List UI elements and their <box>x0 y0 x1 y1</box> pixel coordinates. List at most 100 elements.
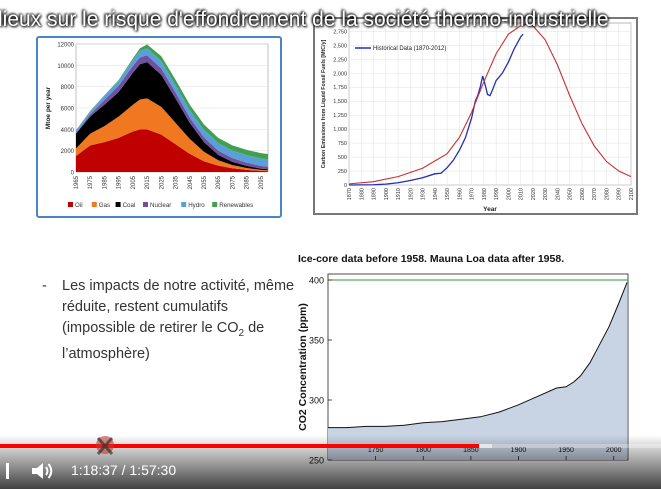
x-tick-label: 1890 <box>372 188 378 200</box>
x-tick-label: 1930 <box>421 188 427 200</box>
series-line-1 <box>348 23 632 185</box>
legend-swatch-renewables <box>212 202 218 207</box>
x-tick-label: 2000 <box>506 188 512 200</box>
co2-concentration-chart: Ice-core data before 1958. Mauna Loa dat… <box>290 248 642 468</box>
y-tick-label: 2,750 <box>333 29 347 35</box>
legend-label-renewables: Renewables <box>219 202 253 209</box>
y-tick-label: 0 <box>71 171 75 177</box>
y-tick-label: 300 <box>309 396 324 406</box>
x-tick-label: 2030 <box>543 188 549 200</box>
x-tick-label: 1975 <box>88 175 94 189</box>
y-tick-label: 10000 <box>57 64 74 70</box>
slide-title: lieux sur le risque d'effondrement de la… <box>0 8 609 31</box>
y-tick-label: 1,250 <box>333 113 347 119</box>
x-tick-label: 2095 <box>259 175 265 189</box>
y-axis-label: Carbon Emissions from Liquid Fossil Fuel… <box>321 39 327 168</box>
x-tick-label: 2060 <box>580 188 586 200</box>
y-tick-label: 1,000 <box>333 127 347 133</box>
x-tick-label: 2010 <box>519 188 525 200</box>
y-tick-label: 2,500 <box>333 43 347 49</box>
y-tick-label: 500 <box>338 155 347 161</box>
time-display: 1:18:37 / 1:57:30 <box>71 462 176 478</box>
y-tick-label: 2,000 <box>333 71 347 77</box>
x-tick-label: 2100 <box>629 188 635 200</box>
time-current: 1:18:37 <box>71 462 118 478</box>
time-total: 1:57:30 <box>129 462 177 478</box>
co2-area <box>328 282 628 460</box>
y-tick-label: 400 <box>309 276 324 286</box>
x-tick-label: 2085 <box>245 175 251 189</box>
x-tick-label: 2040 <box>555 188 561 200</box>
legend-swatch-nuclear <box>143 202 148 207</box>
y-tick-label: 12000 <box>57 43 74 49</box>
x-tick-label: 1965 <box>74 175 80 189</box>
x-tick-label: 2075 <box>230 175 236 189</box>
x-tick-label: 1910 <box>396 188 402 200</box>
legend-swatch-oil <box>68 202 73 207</box>
bullet-tail: de l’atmosphère) <box>62 320 265 362</box>
volume-icon[interactable] <box>30 460 56 482</box>
x-tick-label: 2005 <box>131 175 137 189</box>
energy-chart: 0 2000 4000 6000 8000 10000 12000 1965 1975 1985 1… <box>36 36 282 218</box>
x-tick-label: 1960 <box>457 188 463 200</box>
area-coal <box>76 62 268 171</box>
y-tick-label: 8000 <box>61 85 75 91</box>
y-tick-label: 4000 <box>61 128 75 134</box>
x-tick-label: 1900 <box>384 188 390 200</box>
channel-logo-icon <box>96 436 114 455</box>
x-tick-label: 2055 <box>202 175 208 189</box>
y-tick-label: 750 <box>338 141 347 147</box>
legend-swatch-coal <box>115 202 121 207</box>
legend-label-oil: Oil <box>75 202 83 209</box>
next-icon[interactable] <box>0 462 10 480</box>
legend-label-hydro: Hydro <box>188 202 205 209</box>
x-tick-label: 2090 <box>617 188 623 200</box>
co2-chart-svg: Ice-core data before 1958. Mauna Loa dat… <box>297 253 629 466</box>
y-tick-label: 0 <box>344 183 347 189</box>
co2-line <box>328 282 628 429</box>
bullet-text: Les impacts de notre activité, même rédu… <box>62 276 302 365</box>
y-tick-label: 1,500 <box>333 99 347 105</box>
series-line-0 <box>348 33 524 186</box>
x-tick-label: 1985 <box>102 175 108 189</box>
legend-swatch-hydro <box>181 202 187 207</box>
x-tick-label: 2035 <box>174 175 180 189</box>
time-separator: / <box>121 462 126 478</box>
energy-chart-svg: 0 2000 4000 6000 8000 10000 12000 1965 1975 1985 1… <box>45 43 269 209</box>
y-axis-label: CO2 Concentration (ppm) <box>297 303 309 431</box>
x-tick-label: 2015 <box>145 175 151 189</box>
y-tick-label: 2000 <box>61 149 75 155</box>
x-tick-label: 1940 <box>433 188 439 200</box>
x-tick-label: 2065 <box>216 175 222 189</box>
legend-label: Historical Data (1870-2012) <box>373 46 446 52</box>
y-axis-label: Mtoe per year <box>45 86 52 129</box>
legend-label-gas: Gas <box>99 202 110 209</box>
x-tick-label: 1950 <box>445 188 451 200</box>
x-tick-label: 1870 <box>347 188 353 200</box>
carbon-emissions-chart: 0 250 500 750 1,000 1,250 1,500 1,750 2,000 2,250… <box>313 17 638 215</box>
legend-swatch-gas <box>91 202 97 207</box>
legend-label-nuclear: Nuclear <box>150 202 171 209</box>
bullet-dash: - <box>42 278 47 294</box>
x-tick-label: 2080 <box>604 188 610 200</box>
x-tick-label: 2025 <box>159 175 165 189</box>
x-tick-label: 1980 <box>482 188 488 200</box>
x-tick-label: 2045 <box>188 175 194 189</box>
x-tick-label: 1995 <box>117 175 123 189</box>
x-axis-label: Year <box>483 206 497 213</box>
y-tick-label: 350 <box>309 336 324 346</box>
x-tick-label: 2050 <box>568 188 574 200</box>
y-tick-label: 250 <box>338 169 347 175</box>
area-gas <box>76 98 268 172</box>
x-tick-label: 1990 <box>494 188 500 200</box>
x-tick-label: 2020 <box>531 188 537 200</box>
legend-label-coal: Coal <box>123 202 136 209</box>
bullet-main: Les impacts de notre activité, même rédu… <box>62 278 295 336</box>
area-nuclear <box>76 55 268 170</box>
x-tick-label: 1970 <box>470 188 476 200</box>
x-tick-label: 2070 <box>592 188 598 200</box>
x-tick-label: 1920 <box>408 188 414 200</box>
bullet-subscript: 2 <box>238 327 245 339</box>
y-tick-label: 6000 <box>61 107 75 113</box>
